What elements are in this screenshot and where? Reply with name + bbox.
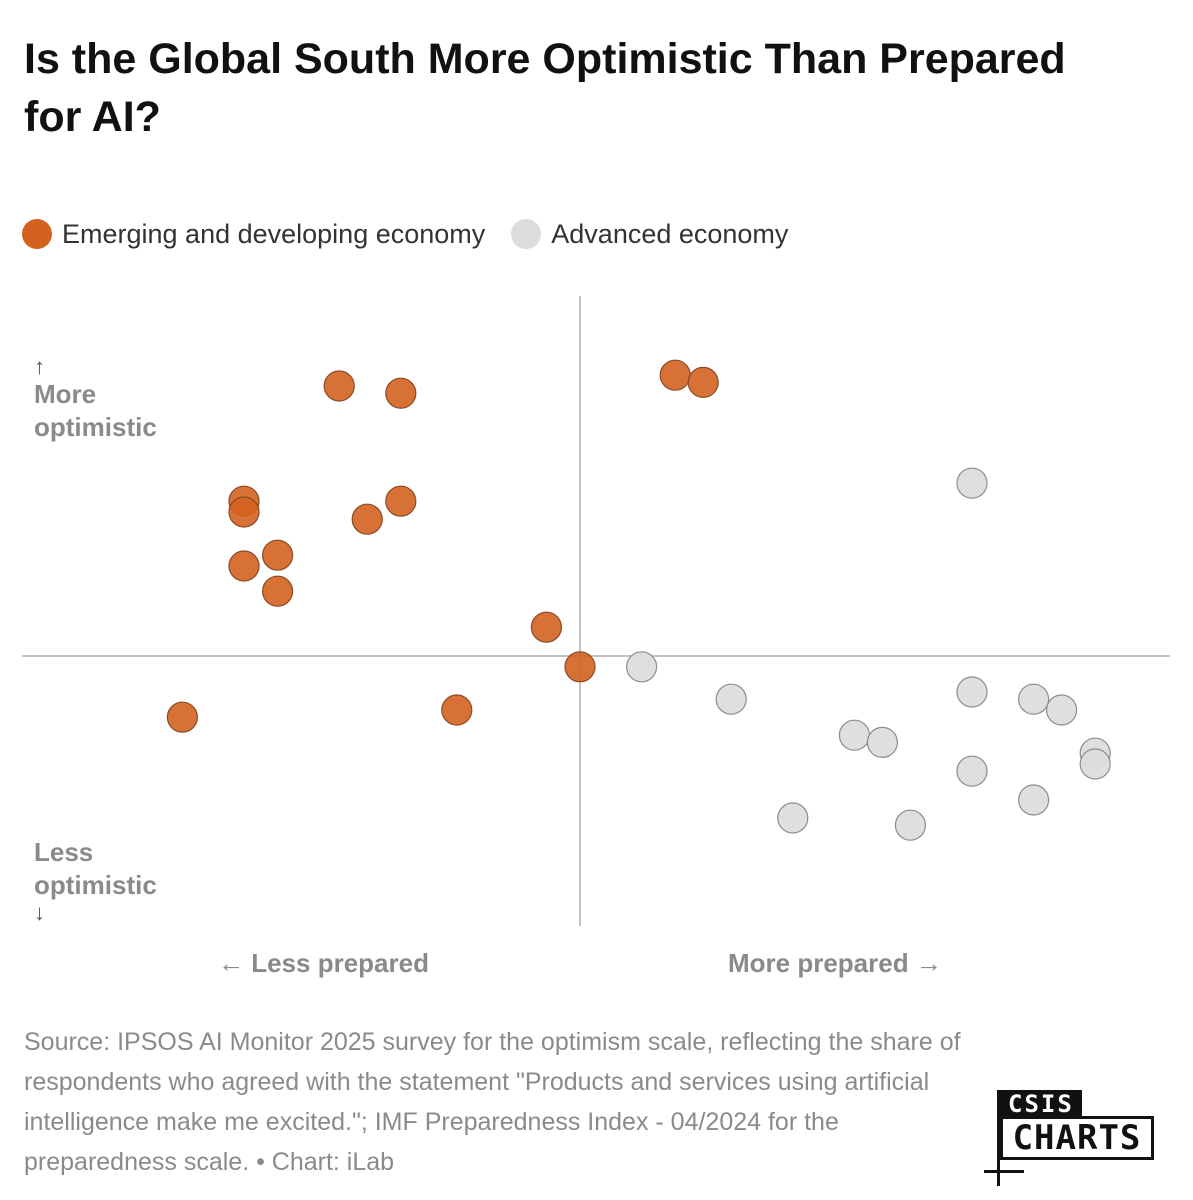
- legend-label-advanced: Advanced economy: [551, 218, 789, 249]
- advanced-point-6: [838, 719, 871, 751]
- less-optimistic-text: Less optimistic: [34, 837, 157, 900]
- x-label-more-prepared: More prepared →: [728, 948, 942, 978]
- advanced-point-4: [1017, 683, 1050, 715]
- emerging-point-8: [262, 575, 294, 607]
- y-label-more-optimistic: ↑ More optimistic: [34, 356, 184, 444]
- advanced-point-11: [1017, 784, 1050, 816]
- advanced-point-10: [956, 755, 988, 787]
- emerging-point-10: [564, 651, 596, 683]
- advanced-point-1: [625, 651, 658, 683]
- emerging-point-7: [228, 550, 260, 582]
- legend-item-emerging: Emerging and developing economy: [22, 219, 485, 250]
- data-points: [166, 359, 1111, 841]
- emerging-point-11: [166, 701, 198, 733]
- legend-item-advanced: Advanced economy: [511, 219, 788, 250]
- legend-swatch-advanced: [511, 219, 542, 249]
- emerging-point-13: [659, 359, 691, 391]
- advanced-point-12: [777, 802, 809, 834]
- legend-swatch-emerging: [22, 219, 52, 249]
- advanced-point-7: [866, 726, 899, 759]
- advanced-point-5: [1045, 694, 1078, 726]
- logo-rule-horizontal: [984, 1170, 1024, 1173]
- legend-label-emerging: Emerging and developing economy: [62, 218, 486, 249]
- x-label-less-prepared: ← Less prepared: [218, 948, 429, 978]
- emerging-point-3: [228, 496, 260, 528]
- emerging-point-1: [385, 377, 417, 409]
- scatter-plot: [22, 296, 1170, 926]
- advanced-point-13: [894, 809, 927, 841]
- csis-charts-logo: CSIS CHARTS: [984, 1090, 1174, 1186]
- emerging-point-12: [441, 694, 473, 726]
- y-label-less-optimistic: Less optimistic ↓: [34, 836, 184, 924]
- advanced-point-0: [956, 467, 988, 499]
- emerging-point-4: [351, 503, 383, 535]
- logo-top-text: CSIS: [1000, 1090, 1082, 1118]
- logo-bottom-text: CHARTS: [1000, 1116, 1154, 1160]
- emerging-point-5: [385, 485, 417, 517]
- emerging-point-6: [262, 539, 294, 571]
- emerging-point-0: [323, 370, 355, 402]
- chart-title: Is the Global South More Optimistic Than…: [24, 35, 1066, 141]
- legend: Emerging and developing economy Advanced…: [22, 214, 814, 254]
- down-arrow-icon: ↓: [34, 900, 45, 925]
- up-arrow-icon: ↑: [34, 354, 45, 379]
- source-note: Source: IPSOS AI Monitor 2025 survey for…: [24, 1028, 961, 1176]
- advanced-point-9: [1079, 748, 1111, 780]
- emerging-point-9: [530, 611, 563, 643]
- advanced-point-2: [715, 683, 747, 715]
- logo-rule-vertical: [997, 1090, 1000, 1186]
- emerging-point-14: [687, 366, 719, 398]
- more-optimistic-text: More optimistic: [34, 379, 157, 442]
- advanced-point-3: [956, 676, 988, 708]
